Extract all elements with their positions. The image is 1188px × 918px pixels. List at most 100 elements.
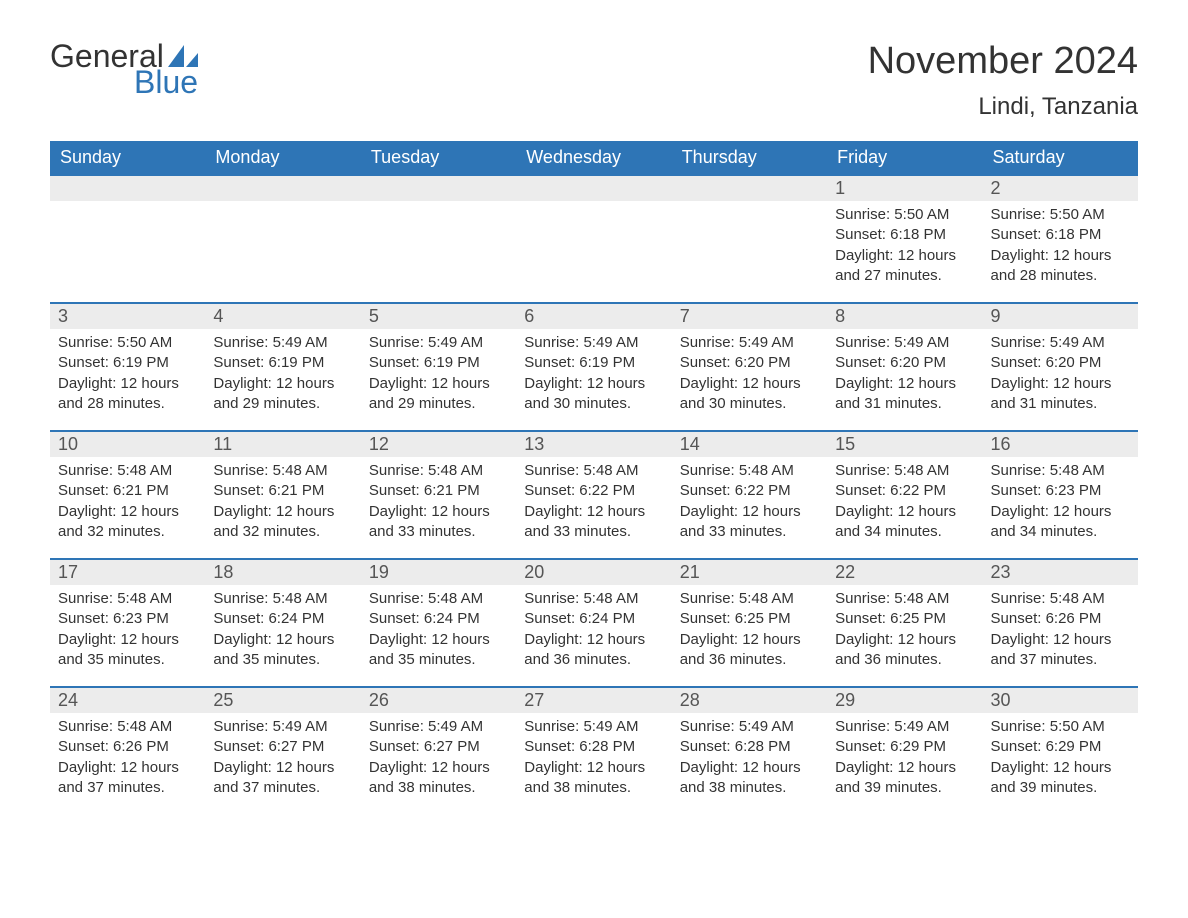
day-details: Sunrise: 5:48 AMSunset: 6:24 PMDaylight:… xyxy=(361,585,516,680)
sunset-line: Sunset: 6:22 PM xyxy=(835,481,974,501)
location-label: Lindi, Tanzania xyxy=(868,93,1138,121)
sunset-line: Sunset: 6:29 PM xyxy=(835,737,974,757)
daylight-line: Daylight: 12 hours and 37 minutes. xyxy=(213,758,352,799)
weekday-header: Thursday xyxy=(672,141,827,174)
calendar-day-cell: 8Sunrise: 5:49 AMSunset: 6:20 PMDaylight… xyxy=(827,302,982,430)
sunset-line: Sunset: 6:18 PM xyxy=(991,225,1130,245)
sunset-line: Sunset: 6:25 PM xyxy=(835,609,974,629)
calendar-table: SundayMondayTuesdayWednesdayThursdayFrid… xyxy=(50,141,1138,814)
calendar-day-cell: 29Sunrise: 5:49 AMSunset: 6:29 PMDayligh… xyxy=(827,686,982,814)
calendar-day-cell: 25Sunrise: 5:49 AMSunset: 6:27 PMDayligh… xyxy=(205,686,360,814)
day-details: Sunrise: 5:49 AMSunset: 6:27 PMDaylight:… xyxy=(205,713,360,808)
sunset-line: Sunset: 6:24 PM xyxy=(369,609,508,629)
sunrise-line: Sunrise: 5:48 AM xyxy=(58,461,197,481)
calendar-day-cell: 26Sunrise: 5:49 AMSunset: 6:27 PMDayligh… xyxy=(361,686,516,814)
calendar-day-cell: 24Sunrise: 5:48 AMSunset: 6:26 PMDayligh… xyxy=(50,686,205,814)
daylight-line: Daylight: 12 hours and 36 minutes. xyxy=(524,630,663,671)
sunrise-line: Sunrise: 5:49 AM xyxy=(524,333,663,353)
day-number: 21 xyxy=(672,560,827,585)
day-details: Sunrise: 5:49 AMSunset: 6:27 PMDaylight:… xyxy=(361,713,516,808)
sunrise-line: Sunrise: 5:50 AM xyxy=(991,717,1130,737)
calendar-week-row: 24Sunrise: 5:48 AMSunset: 6:26 PMDayligh… xyxy=(50,686,1138,814)
calendar-day-cell xyxy=(50,174,205,302)
daylight-line: Daylight: 12 hours and 32 minutes. xyxy=(213,502,352,543)
sunrise-line: Sunrise: 5:50 AM xyxy=(835,205,974,225)
sunrise-line: Sunrise: 5:48 AM xyxy=(524,589,663,609)
calendar-day-cell: 22Sunrise: 5:48 AMSunset: 6:25 PMDayligh… xyxy=(827,558,982,686)
daylight-line: Daylight: 12 hours and 36 minutes. xyxy=(835,630,974,671)
daylight-line: Daylight: 12 hours and 29 minutes. xyxy=(369,374,508,415)
daylight-line: Daylight: 12 hours and 28 minutes. xyxy=(991,246,1130,287)
sunset-line: Sunset: 6:21 PM xyxy=(369,481,508,501)
sunset-line: Sunset: 6:21 PM xyxy=(58,481,197,501)
calendar-day-cell: 20 Sunrise: 5:48 AMSunset: 6:24 PMDayligh… xyxy=(516,558,671,686)
day-details: Sunrise: 5:49 AMSunset: 6:19 PMDaylight:… xyxy=(205,329,360,424)
calendar-day-cell: 23Sunrise: 5:48 AMSunset: 6:26 PMDayligh… xyxy=(983,558,1138,686)
sunset-line: Sunset: 6:20 PM xyxy=(835,353,974,373)
daylight-line: Daylight: 12 hours and 33 minutes. xyxy=(680,502,819,543)
sunset-line: Sunset: 6:21 PM xyxy=(213,481,352,501)
daylight-line: Daylight: 12 hours and 38 minutes. xyxy=(369,758,508,799)
day-number: 6 xyxy=(516,304,671,329)
day-details: Sunrise: 5:50 AMSunset: 6:18 PMDaylight:… xyxy=(983,201,1138,296)
calendar-week-row: 10Sunrise: 5:48 AMSunset: 6:21 PMDayligh… xyxy=(50,430,1138,558)
day-number: 30 xyxy=(983,688,1138,713)
calendar-week-row: 3Sunrise: 5:50 AMSunset: 6:19 PMDaylight… xyxy=(50,302,1138,430)
daylight-line: Daylight: 12 hours and 30 minutes. xyxy=(524,374,663,415)
day-number: 1 xyxy=(827,176,982,201)
day-number: 7 xyxy=(672,304,827,329)
day-number: 2 xyxy=(983,176,1138,201)
calendar-day-cell: 4Sunrise: 5:49 AMSunset: 6:19 PMDaylight… xyxy=(205,302,360,430)
sunrise-line: Sunrise: 5:49 AM xyxy=(369,333,508,353)
day-details: Sunrise: 5:49 AMSunset: 6:19 PMDaylight:… xyxy=(516,329,671,424)
daylight-line: Daylight: 12 hours and 35 minutes. xyxy=(369,630,508,671)
sunrise-line: Sunrise: 5:48 AM xyxy=(213,461,352,481)
day-number: 26 xyxy=(361,688,516,713)
calendar-day-cell: 14Sunrise: 5:48 AMSunset: 6:22 PMDayligh… xyxy=(672,430,827,558)
sunrise-line: Sunrise: 5:49 AM xyxy=(680,333,819,353)
day-details: Sunrise: 5:50 AMSunset: 6:29 PMDaylight:… xyxy=(983,713,1138,808)
day-details: Sunrise: 5:48 AMSunset: 6:25 PMDaylight:… xyxy=(827,585,982,680)
logo-word-blue: Blue xyxy=(50,66,200,98)
calendar-day-cell: 28Sunrise: 5:49 AMSunset: 6:28 PMDayligh… xyxy=(672,686,827,814)
daylight-line: Daylight: 12 hours and 31 minutes. xyxy=(835,374,974,415)
sunset-line: Sunset: 6:27 PM xyxy=(213,737,352,757)
day-details: Sunrise: 5:48 AMSunset: 6:21 PMDaylight:… xyxy=(361,457,516,552)
day-details: Sunrise: 5:49 AMSunset: 6:28 PMDaylight:… xyxy=(672,713,827,808)
day-number: 19 xyxy=(361,560,516,585)
day-number: 14 xyxy=(672,432,827,457)
daylight-line: Daylight: 12 hours and 32 minutes. xyxy=(58,502,197,543)
day-number: 27 xyxy=(516,688,671,713)
sunset-line: Sunset: 6:28 PM xyxy=(680,737,819,757)
day-number: 11 xyxy=(205,432,360,457)
sunset-line: Sunset: 6:28 PM xyxy=(524,737,663,757)
daylight-line: Daylight: 12 hours and 28 minutes. xyxy=(58,374,197,415)
sunrise-line: Sunrise: 5:49 AM xyxy=(369,717,508,737)
sunset-line: Sunset: 6:18 PM xyxy=(835,225,974,245)
sunset-line: Sunset: 6:23 PM xyxy=(58,609,197,629)
sunrise-line: Sunrise: 5:49 AM xyxy=(991,333,1130,353)
day-number: 4 xyxy=(205,304,360,329)
day-details: Sunrise: 5:49 AMSunset: 6:29 PMDaylight:… xyxy=(827,713,982,808)
sunrise-line: Sunrise: 5:49 AM xyxy=(680,717,819,737)
day-number: 17 xyxy=(50,560,205,585)
calendar-week-row: 17 Sunrise: 5:48 AM Sunset: 6:23 PM Dayligh… xyxy=(50,558,1138,686)
day-number: 23 xyxy=(983,560,1138,585)
sunset-line: Sunset: 6:24 PM xyxy=(524,609,663,629)
calendar-day-cell: 12Sunrise: 5:48 AMSunset: 6:21 PMDayligh… xyxy=(361,430,516,558)
sunset-line: Sunset: 6:19 PM xyxy=(213,353,352,373)
sunrise-line: Sunrise: 5:48 AM xyxy=(58,717,197,737)
calendar-week-row: 1Sunrise: 5:50 AMSunset: 6:18 PMDaylight… xyxy=(50,174,1138,302)
calendar-day-cell xyxy=(672,174,827,302)
sunrise-line: Sunrise: 5:48 AM xyxy=(369,589,508,609)
daylight-line: Daylight: 12 hours and 36 minutes. xyxy=(680,630,819,671)
calendar-day-cell: 1Sunrise: 5:50 AMSunset: 6:18 PMDaylight… xyxy=(827,174,982,302)
day-details: Sunrise: 5:49 AMSunset: 6:28 PMDaylight:… xyxy=(516,713,671,808)
day-details: Sunrise: 5:48 AMSunset: 6:22 PMDaylight:… xyxy=(827,457,982,552)
day-number: 20 xyxy=(516,560,671,585)
day-number: 8 xyxy=(827,304,982,329)
calendar-day-cell xyxy=(361,174,516,302)
sunrise-line: Sunrise: 5:48 AM xyxy=(991,461,1130,481)
sunrise-line: Sunrise: 5:48 AM xyxy=(369,461,508,481)
daylight-line: Daylight: 12 hours and 31 minutes. xyxy=(991,374,1130,415)
